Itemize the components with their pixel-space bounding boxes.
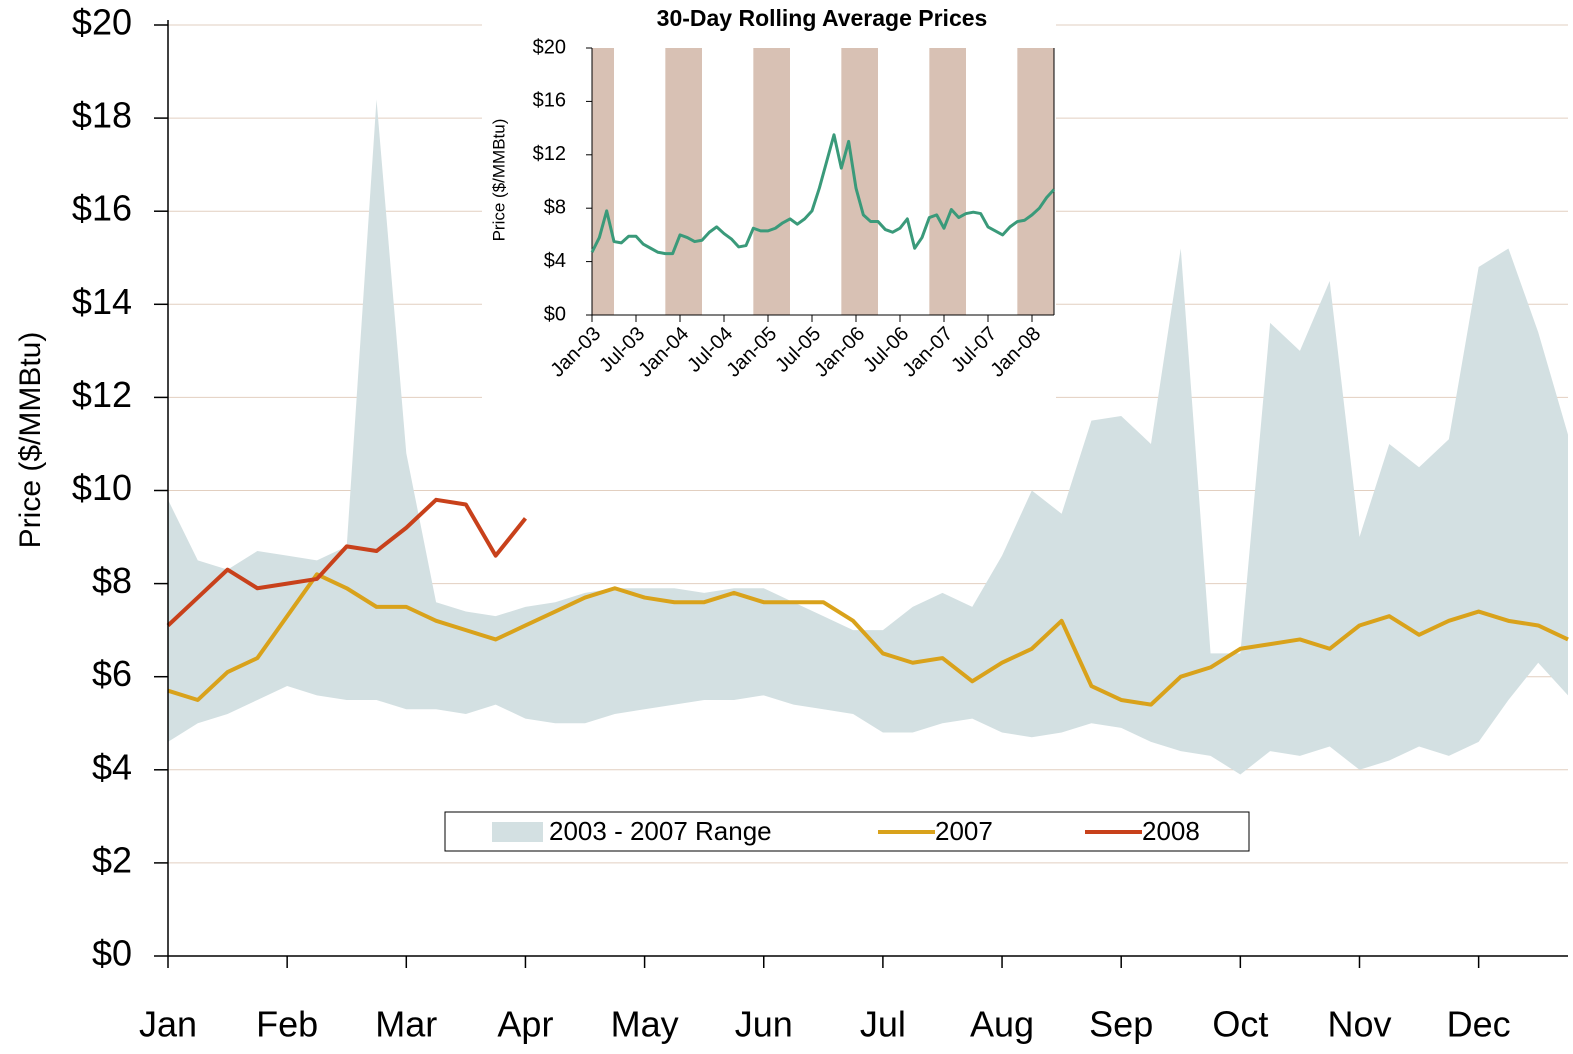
inset-y-tick-label: $4 (544, 250, 566, 272)
y-tick-label: $10 (72, 467, 132, 508)
y-tick-label: $12 (72, 374, 132, 415)
y-tick-label: $20 (72, 2, 132, 43)
winter-band (841, 48, 878, 315)
inset-y-tick-label: $12 (533, 143, 566, 165)
y-tick-label: $16 (72, 188, 132, 229)
inset-title: 30-Day Rolling Average Prices (657, 5, 988, 31)
inset-y-label: Price ($/MMBtu) (489, 119, 508, 242)
winter-band (1017, 48, 1054, 315)
x-tick-label: Sep (1089, 1004, 1153, 1045)
inset-y-tick-label: $20 (533, 36, 566, 58)
y-tick-label: $4 (92, 746, 132, 787)
y-axis-label: Price ($/MMBtu) (14, 332, 47, 549)
inset-y-tick-label: $16 (533, 90, 566, 112)
y-tick-label: $6 (92, 653, 132, 694)
legend-swatch (492, 822, 543, 842)
x-tick-label: Jun (735, 1004, 793, 1045)
x-tick-label: Jul (860, 1004, 906, 1045)
series-line (590, 133, 1056, 256)
winter-band (753, 48, 790, 315)
series-line (166, 497, 528, 627)
y-tick-label: $14 (72, 281, 132, 322)
winter-band (929, 48, 966, 315)
inset-y-tick-label: $8 (544, 196, 566, 218)
winter-band (592, 48, 614, 315)
series-line (167, 572, 1569, 707)
x-tick-label: Dec (1447, 1004, 1511, 1045)
winter-band (665, 48, 702, 315)
legend-label: 2008 (1142, 816, 1200, 846)
x-tick-label: Nov (1327, 1004, 1391, 1045)
x-tick-label: Feb (256, 1004, 318, 1045)
y-tick-label: $8 (92, 560, 132, 601)
y-tick-label: $2 (92, 839, 132, 880)
legend-label: 2003 - 2007 Range (549, 816, 772, 846)
x-tick-label: May (611, 1004, 679, 1045)
x-tick-label: Aug (970, 1004, 1034, 1045)
y-tick-label: $0 (92, 933, 132, 974)
y-tick-label: $18 (72, 95, 132, 136)
inset-y-tick-label: $0 (544, 303, 566, 325)
x-tick-label: Mar (375, 1004, 437, 1045)
legend-label: 2007 (935, 816, 993, 846)
x-tick-label: Jan (139, 1004, 197, 1045)
x-tick-label: Apr (497, 1004, 553, 1045)
x-tick-label: Oct (1212, 1004, 1268, 1045)
